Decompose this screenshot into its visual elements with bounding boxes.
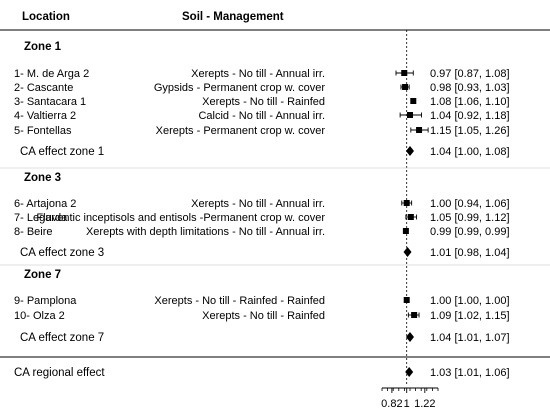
- summary-ci-text: 1.01 [0.98, 1.04]: [430, 247, 510, 259]
- row-soil-management: Xerepts - Permanent crop w. cover: [156, 125, 326, 137]
- overall-label: CA regional effect: [14, 367, 105, 379]
- row-location: 9- Pamplona: [14, 295, 77, 307]
- header-soil-management: Soil - Management: [182, 11, 284, 23]
- row-point-marker: [401, 70, 408, 76]
- row-ci-text: 1.04 [0.92, 1.18]: [430, 110, 510, 122]
- row-soil-management: Xerepts - No till - Rainfed: [202, 310, 325, 322]
- row-ci-text: 0.98 [0.93, 1.03]: [430, 82, 510, 94]
- row-point-marker: [403, 297, 410, 303]
- row-location: 5- Fontellas: [14, 125, 72, 137]
- group-label-zone-2: Zone 7: [24, 269, 61, 281]
- row-point-marker: [411, 312, 418, 318]
- row-location: 2- Cascante: [14, 82, 73, 94]
- row-soil-management: Calcid - No till - Annual irr.: [198, 110, 325, 122]
- row-point-marker: [402, 84, 409, 90]
- x-axis-tick-label: 0.82: [381, 398, 402, 410]
- row-location: 8- Beire: [14, 226, 53, 238]
- row-ci-text: 0.97 [0.87, 1.08]: [430, 68, 510, 80]
- row-point-marker: [410, 98, 417, 104]
- row-location: 6- Artajona 2: [14, 198, 76, 210]
- x-axis-tick-label: 1.22: [414, 398, 435, 410]
- row-ci-text: 1.08 [1.06, 1.10]: [430, 96, 510, 108]
- summary-label: CA effect zone 7: [20, 332, 104, 344]
- summary-diamond: [406, 146, 414, 156]
- row-point-marker: [402, 228, 409, 234]
- row-ci-text: 1.09 [1.02, 1.15]: [430, 310, 510, 322]
- group-label-zone-0: Zone 1: [24, 41, 62, 53]
- row-soil-management: Xerepts - No till - Annual irr.: [191, 68, 325, 80]
- group-label-zone-1: Zone 3: [24, 172, 61, 184]
- row-location: 1- M. de Arga 2: [14, 68, 89, 80]
- row-point-marker: [403, 200, 410, 206]
- x-axis-tick-label: 1: [404, 398, 410, 410]
- summary-label: CA effect zone 1: [20, 146, 104, 158]
- summary-label: CA effect zone 3: [20, 247, 104, 259]
- row-soil-management: Xerepts - No till - Rainfed - Rainfed: [154, 295, 325, 307]
- row-soil-management: Xerepts - No till - Annual irr.: [191, 198, 325, 210]
- overall-diamond: [405, 367, 414, 377]
- row-ci-text: 1.00 [0.94, 1.06]: [430, 198, 510, 210]
- row-soil-management: Xerepts with depth limitations - No till…: [86, 226, 325, 238]
- row-ci-text: 1.05 [0.99, 1.12]: [430, 212, 510, 224]
- summary-diamond: [403, 247, 412, 257]
- row-ci-text: 0.99 [0.99, 0.99]: [430, 226, 510, 238]
- header-location: Location: [22, 11, 70, 23]
- row-location: 4- Valtierra 2: [14, 110, 76, 122]
- row-ci-text: 1.15 [1.05, 1.26]: [430, 125, 510, 137]
- row-point-marker: [407, 214, 414, 220]
- row-soil-management: Gypsids - Permanent crop w. cover: [154, 82, 326, 94]
- row-soil-management: Fluventic inceptisols and entisols -Perm…: [36, 212, 325, 224]
- row-location: 7- Legarda: [14, 212, 68, 224]
- row-location: 3- Santacara 1: [14, 96, 86, 108]
- summary-ci-text: 1.04 [1.00, 1.08]: [430, 146, 510, 158]
- row-soil-management: Xerepts - No till - Rainfed: [202, 96, 325, 108]
- row-point-marker: [416, 127, 423, 133]
- row-point-marker: [407, 112, 413, 118]
- summary-ci-text: 1.04 [1.01, 1.07]: [430, 332, 510, 344]
- overall-ci-text: 1.03 [1.01, 1.06]: [430, 367, 510, 379]
- row-ci-text: 1.00 [1.00, 1.00]: [430, 295, 510, 307]
- row-location: 10- Olza 2: [14, 310, 65, 322]
- summary-diamond: [406, 332, 414, 342]
